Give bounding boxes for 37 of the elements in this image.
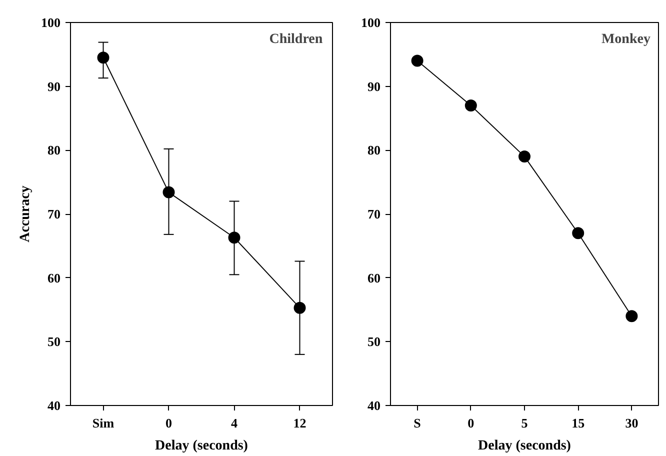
y-tick-label: 90 [48, 78, 60, 94]
x-axis-title: Delay (seconds) [478, 438, 572, 454]
y-tick-label: 60 [368, 270, 380, 286]
y-tick-label: 100 [361, 15, 380, 30]
y-tick-label: 70 [48, 206, 60, 222]
x-tick-label: 0 [166, 416, 172, 430]
y-tick-label: 70 [368, 206, 380, 222]
x-tick-label: 4 [231, 416, 238, 430]
x-tick-label: 0 [468, 416, 474, 430]
y-tick-label: 50 [48, 334, 60, 350]
y-tick-label: 80 [48, 142, 60, 158]
x-tick-label: Sim [92, 416, 114, 430]
y-tick-label: 40 [48, 398, 60, 413]
y-axis-title: Accuracy [18, 186, 33, 242]
x-tick-label: 12 [293, 416, 306, 430]
x-tick-label: 5 [521, 416, 528, 430]
point [572, 227, 584, 240]
point [518, 150, 530, 163]
x-tick-label: 15 [572, 416, 586, 430]
annotation: Children [269, 32, 323, 48]
point [464, 99, 477, 112]
point [411, 54, 424, 67]
y-tick-label: 60 [48, 270, 60, 286]
annotation: Monkey [601, 32, 650, 48]
x-axis-title: Delay (seconds) [155, 438, 248, 454]
point [626, 310, 638, 322]
point [228, 232, 240, 244]
y-tick-label: 40 [368, 398, 380, 413]
point [97, 52, 110, 64]
y-tick-label: 50 [368, 334, 380, 350]
y-tick-label: 80 [368, 142, 380, 158]
x-tick-label: S [414, 416, 421, 430]
y-tick-label: 90 [368, 78, 380, 94]
y-tick-label: 100 [41, 15, 60, 30]
point [162, 186, 175, 198]
x-tick-label: 30 [625, 416, 638, 430]
point [294, 302, 306, 314]
